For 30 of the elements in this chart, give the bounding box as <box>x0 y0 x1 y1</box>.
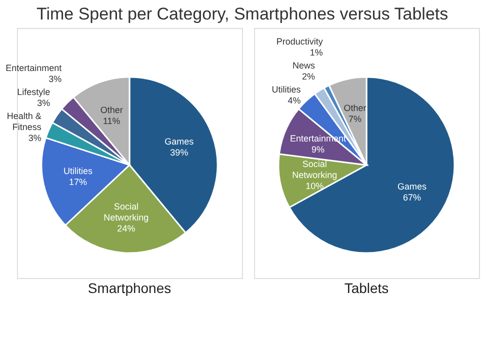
data-label: 17% <box>68 177 87 188</box>
slice-label: Games <box>164 136 194 147</box>
slice-label: Social Networking <box>104 202 149 223</box>
slice-label: News <box>292 60 316 71</box>
data-label: 2% <box>302 72 316 82</box>
data-label: 3% <box>48 74 62 84</box>
slice-label: Lifestyle <box>17 86 50 97</box>
slice-label: Health & Fitness <box>6 110 42 132</box>
data-label: 3% <box>37 98 50 108</box>
slice-label: Productivity <box>276 36 324 47</box>
slice-label: Games <box>397 181 427 192</box>
slice-label: Social Networking <box>292 158 338 180</box>
data-label: 67% <box>402 192 421 202</box>
data-label: 3% <box>28 132 42 143</box>
data-label: 9% <box>312 144 325 155</box>
data-label: 39% <box>170 148 188 158</box>
data-label: 11% <box>102 116 120 126</box>
data-label: 4% <box>288 96 301 106</box>
slice-label: Utilities <box>272 84 302 95</box>
text: Smartphones <box>88 280 172 296</box>
slice-label: Utilities <box>63 166 93 176</box>
chart-title: Time Spent per Category, Smartphones versus Tablets <box>36 4 448 24</box>
data-label: 7% <box>348 114 362 124</box>
data-label: 1% <box>310 48 323 58</box>
slice-label: Other <box>344 102 366 113</box>
slice-label: Other <box>100 104 123 115</box>
slice-label: Entertainment <box>6 62 62 73</box>
data-label: 10% <box>306 180 324 191</box>
data-label: 24% <box>117 224 136 234</box>
text: Tablets <box>344 280 389 296</box>
